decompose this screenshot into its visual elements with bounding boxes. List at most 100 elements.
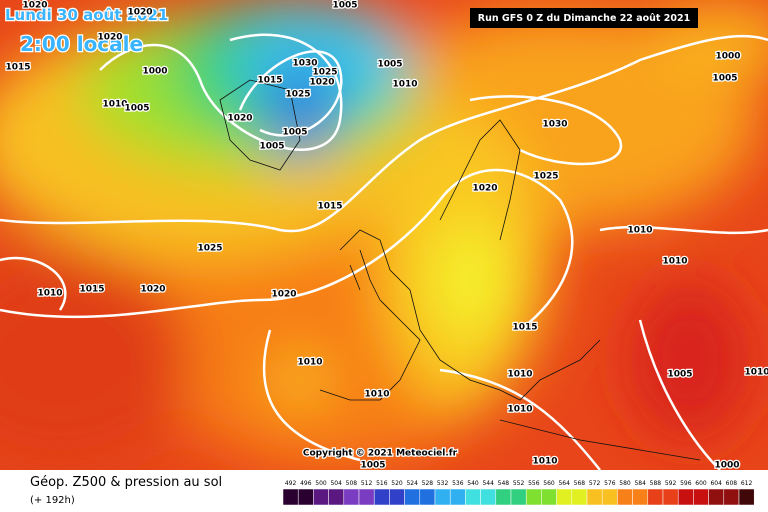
isobar-label: 1020 [97,33,122,43]
date: Lundi 30 août 2021 [5,6,168,24]
scale-cell [343,488,360,506]
isobar-label: 1025 [197,244,222,254]
isobar-label: 1010 [507,405,532,415]
scale-label: 584 [634,480,646,487]
scale-label: 496 [300,480,312,487]
scale-label: 576 [604,480,616,487]
isobar-label: 1010 [662,257,687,267]
scale-label: 608 [726,480,738,487]
isobar-label: 1020 [22,1,47,11]
scale-cell [738,488,755,506]
isobar-lines [0,33,768,470]
scale-cell [389,488,405,506]
isobar-label: 1000 [714,461,739,471]
color-scale: 492 496 500 504 508 512 516 520 524 528 532 536 540 5… [282,480,755,506]
isobar-label: 1030 [292,59,317,69]
scale-label: 532 [437,480,449,487]
scale-label: 564 [558,480,570,487]
scale-label: 508 [346,480,358,487]
scale-cell [632,488,649,506]
isobar-label: 1005 [259,142,284,152]
field [0,0,768,470]
isobar-label: 1015 [512,323,537,333]
isobar-label: 1015 [257,76,282,86]
copyright: Copyright © 2021 Meteociel.fr [303,449,458,459]
scale-cell [373,488,390,506]
coastlines [219,79,701,461]
scale-cell [358,488,375,506]
isobar-label: 1010 [102,100,127,110]
isobar-label: 1005 [360,461,385,471]
isobar-label: 1005 [377,60,402,70]
isobar-label: 1020 [271,290,296,300]
isobar-label: 1010 [364,390,389,400]
scale-cell [510,488,527,506]
scale-cell [541,488,557,506]
isobar-label: 1010 [392,80,417,90]
scale-cell [571,488,588,506]
isobar-label: 1010 [37,289,62,299]
scale-label: 556 [528,480,540,487]
scale-label: 512 [361,480,373,487]
isobar-label: 1010 [297,358,322,368]
scale-cell [419,488,436,506]
scale-label: 588 [650,480,662,487]
scale-cell [313,488,329,506]
isobar-label: 1005 [712,74,737,84]
isobar-label: 1015 [79,285,104,295]
scale-label: 548 [498,480,510,487]
scale-label: 552 [513,480,525,487]
scale-label: 516 [376,480,388,487]
scale-label: 580 [619,480,631,487]
footer-title: Géop. Z500 & pression au sol [30,475,222,490]
isobar-label: 1025 [312,68,337,78]
scale-cell [601,488,618,506]
scale-cell [328,488,345,506]
scale-cell [677,488,694,506]
isobar-label: 1030 [542,120,567,130]
scale-label: 500 [315,480,327,487]
isobar-label: 1005 [124,104,149,114]
run-box [470,8,698,28]
isobar-label: 1010 [507,370,532,380]
isobar-label: 1020 [127,8,152,18]
scale-label: 572 [589,480,601,487]
isobar-label: 1010 [627,226,652,236]
scale-cell [617,488,633,506]
isobar-label: 1015 [317,202,342,212]
scale-label: 600 [695,480,707,487]
isobar-label: 1025 [533,172,558,182]
scale-label: 612 [741,480,753,487]
scale-cell [404,488,421,506]
isobar-label: 1020 [140,285,165,295]
scale-label: 592 [665,480,677,487]
scale-cell [282,488,299,506]
scale-label: 596 [680,480,692,487]
scale-cell [495,488,512,506]
isobar-label: 1020 [472,184,497,194]
time: 2:00 locale [20,32,143,56]
scale-label: 524 [406,480,418,487]
scale-label: 504 [330,480,342,487]
footer-lead: (+ 192h) [30,495,75,506]
scale-cell [434,488,451,506]
scale-cell [693,488,709,506]
isobar-label: 1010 [532,457,557,467]
isobar-label: 1015 [5,63,30,73]
isobar-label: 1025 [285,90,310,100]
scale-cell [480,488,497,506]
scale-cell [708,488,725,506]
isobar-label: 1010 [744,368,768,378]
isobar-label: 1000 [715,52,740,62]
scale-label: 540 [467,480,479,487]
scale-cell [586,488,603,506]
run-info: Run GFS 0 Z du Dimanche 22 août 2021 [478,13,690,24]
scale-label: 604 [710,480,722,487]
scale-cell [525,488,542,506]
scale-label: 568 [574,480,586,487]
scale-cell [465,488,481,506]
isobar-label: 1020 [309,78,334,88]
isobar-label: 1005 [667,370,692,380]
isobar-label: 1020 [227,114,252,124]
